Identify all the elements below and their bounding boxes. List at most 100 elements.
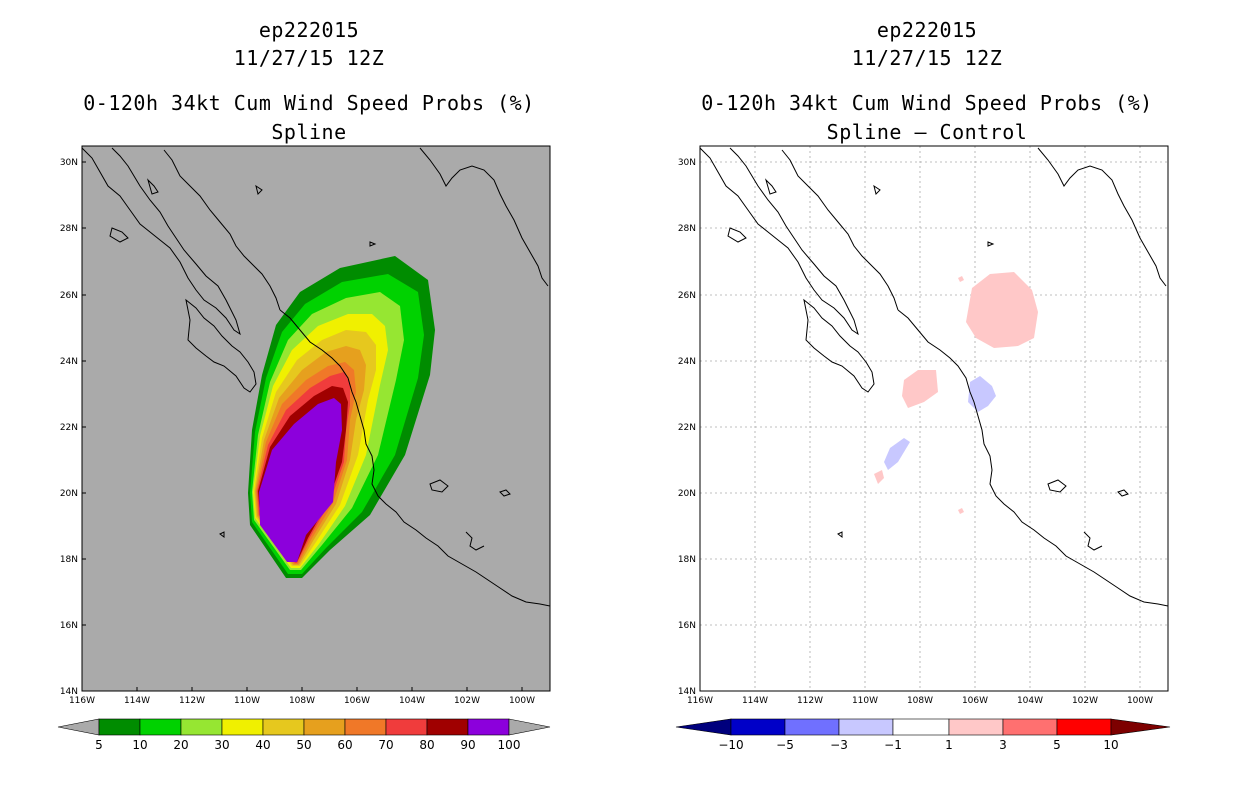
lat-label: 18N [60, 555, 78, 565]
left-coastline [82, 147, 550, 607]
colorbar-label: 5 [95, 738, 103, 752]
lon-label: 116W [69, 696, 95, 706]
diff-negative-mid [968, 376, 996, 412]
lat-label: 26N [678, 291, 696, 301]
lat-label: 26N [60, 291, 78, 301]
colorbar-swatch [948, 718, 1004, 736]
colorbar-swatch [344, 718, 387, 736]
lat-label: 28N [678, 224, 696, 234]
colorbar-label: 5 [1053, 738, 1061, 752]
right-colorbar-labels: −10 −5 −3 −1 1 3 5 10 [718, 738, 1118, 752]
colorbar-label: −3 [830, 738, 848, 752]
lon-label: 108W [907, 696, 933, 706]
colorbar-label: 10 [1103, 738, 1118, 752]
colorbar-swatch [892, 718, 950, 736]
left-colorbar-labels: 5 10 20 30 40 50 60 70 80 90 100 [95, 738, 520, 752]
lon-label: 102W [454, 696, 480, 706]
lon-label: 114W [124, 696, 150, 706]
colorbar-arrow-high [508, 718, 551, 736]
diff-negative-small [884, 438, 910, 470]
colorbar-label: 1 [945, 738, 953, 752]
colorbar-label: 40 [255, 738, 270, 752]
probability-contours [248, 256, 435, 578]
diff-positive-mid [902, 370, 938, 408]
left-colorbar [57, 718, 551, 736]
colorbar-label: −10 [718, 738, 743, 752]
colorbar-swatch [98, 718, 141, 736]
left-subtitle: Spline [271, 120, 347, 144]
diff-positive-dot [958, 276, 964, 282]
right-datetime: 11/27/15 12Z [851, 46, 1003, 70]
colorbar-label: 70 [378, 738, 393, 752]
colorbar-swatch [426, 718, 469, 736]
right-product-title: 0-120h 34kt Cum Wind Speed Probs (%) [701, 91, 1153, 115]
colorbar-arrow-high [1110, 718, 1171, 736]
colorbar-arrow-low [57, 718, 100, 736]
diff-positive-dot [958, 508, 964, 514]
lon-label: 114W [742, 696, 768, 706]
right-colorbar [675, 718, 1171, 736]
lat-label: 24N [678, 357, 696, 367]
lon-label: 102W [1072, 696, 1098, 706]
lon-label: 108W [289, 696, 315, 706]
lat-label: 22N [678, 423, 696, 433]
colorbar-arrow-low [675, 718, 732, 736]
colorbar-label: 80 [419, 738, 434, 752]
colorbar-label: 50 [296, 738, 311, 752]
colorbar-swatch [139, 718, 182, 736]
lat-label: 30N [678, 158, 696, 168]
left-product-title: 0-120h 34kt Cum Wind Speed Probs (%) [83, 91, 535, 115]
lon-label: 110W [234, 696, 260, 706]
lon-label: 100W [1127, 696, 1153, 706]
contour-90 [259, 398, 342, 562]
right-lat-axis: 30N 28N 26N 24N 22N 20N 18N 16N 14N [678, 158, 696, 697]
colorbar-label: 10 [132, 738, 147, 752]
lon-label: 100W [509, 696, 535, 706]
right-subtitle: Spline – Control [826, 120, 1028, 144]
left-storm-id: ep222015 [258, 18, 360, 42]
lat-label: 18N [678, 555, 696, 565]
right-panel: ep222015 11/27/15 12Z 0-120h 34kt Cum Wi… [618, 0, 1236, 800]
colorbar-swatch [385, 718, 428, 736]
colorbar-label: 3 [999, 738, 1007, 752]
right-coastline [700, 147, 1168, 607]
lat-label: 20N [60, 489, 78, 499]
lat-label: 14N [60, 687, 78, 697]
lat-label: 30N [60, 158, 78, 168]
colorbar-label: 20 [173, 738, 188, 752]
lat-label: 16N [60, 621, 78, 631]
colorbar-label: 60 [337, 738, 352, 752]
right-storm-id: ep222015 [876, 18, 978, 42]
diff-positive-large [966, 272, 1038, 348]
right-lon-axis: 116W 114W 112W 110W 108W 106W 104W 102W … [687, 696, 1153, 706]
lon-label: 116W [687, 696, 713, 706]
diff-positive-small [874, 470, 884, 484]
lon-label: 104W [399, 696, 425, 706]
left-datetime: 11/27/15 12Z [233, 46, 385, 70]
difference-contours [874, 272, 1038, 514]
colorbar-label: 90 [460, 738, 475, 752]
left-panel: ep222015 11/27/15 12Z 0-120h 34kt Cum Wi… [57, 18, 551, 752]
lat-label: 20N [678, 489, 696, 499]
colorbar-label: 100 [498, 738, 521, 752]
left-lat-axis: 30N 28N 26N 24N 22N 20N 18N 16N 14N [60, 158, 86, 697]
colorbar-swatch [1002, 718, 1058, 736]
lon-label: 104W [1017, 696, 1043, 706]
colorbar-swatch [784, 718, 840, 736]
lat-label: 22N [60, 423, 78, 433]
colorbar-swatch [1056, 718, 1112, 736]
lat-label: 16N [678, 621, 696, 631]
right-map: 30N 28N 26N 24N 22N 20N 18N 16N 14N 116W… [675, 145, 1171, 752]
lon-label: 106W [962, 696, 988, 706]
colorbar-label: −1 [884, 738, 902, 752]
colorbar-label: 30 [214, 738, 229, 752]
colorbar-swatch [180, 718, 223, 736]
lat-label: 28N [60, 224, 78, 234]
left-lon-axis: 116W 114W 112W 110W 108W 106W 104W 102W … [69, 687, 535, 706]
lat-label: 24N [60, 357, 78, 367]
lon-label: 110W [852, 696, 878, 706]
lon-label: 112W [179, 696, 205, 706]
colorbar-swatch [730, 718, 786, 736]
lon-label: 112W [797, 696, 823, 706]
lat-label: 14N [678, 687, 696, 697]
